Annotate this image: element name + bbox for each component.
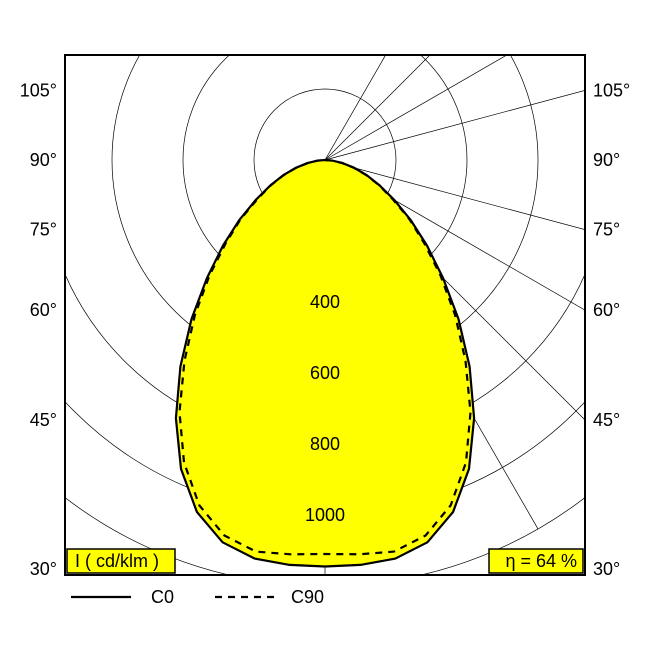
ring-label-600: 600 xyxy=(310,363,340,383)
intensity-units-label: I ( cd/klm ) xyxy=(75,551,159,571)
legend: C0 C90 xyxy=(71,587,324,607)
angle-labels-right: 30° 45° 60° 75° 90° 105° xyxy=(593,80,630,579)
ring-label-1000: 1000 xyxy=(305,505,345,525)
angle-label-right-90: 90° xyxy=(593,150,620,170)
angle-label-right-45: 45° xyxy=(593,410,620,430)
ring-label-400: 400 xyxy=(310,292,340,312)
angle-labels-left: 30° 45° 60° 75° 90° 105° xyxy=(20,80,57,579)
angle-label-left-105: 105° xyxy=(20,80,57,100)
legend-c90-label: C90 xyxy=(291,587,324,607)
angle-label-left-75: 75° xyxy=(30,220,57,240)
angle-label-left-60: 60° xyxy=(30,300,57,320)
ring-label-800: 800 xyxy=(310,434,340,454)
angle-label-left-45: 45° xyxy=(30,410,57,430)
angle-label-left-90: 90° xyxy=(30,150,57,170)
angle-label-right-105: 105° xyxy=(593,80,630,100)
efficiency-label: η = 64 % xyxy=(505,551,577,571)
angle-label-right-30: 30° xyxy=(593,559,620,579)
angle-label-left-30: 30° xyxy=(30,559,57,579)
angle-label-right-75: 75° xyxy=(593,220,620,240)
photometric-polar-chart: 400 600 800 1000 30° 45° 60° 75° 90° 105° 30° 45°… xyxy=(0,0,650,650)
legend-c0-label: C0 xyxy=(151,587,174,607)
angle-label-right-60: 60° xyxy=(593,300,620,320)
